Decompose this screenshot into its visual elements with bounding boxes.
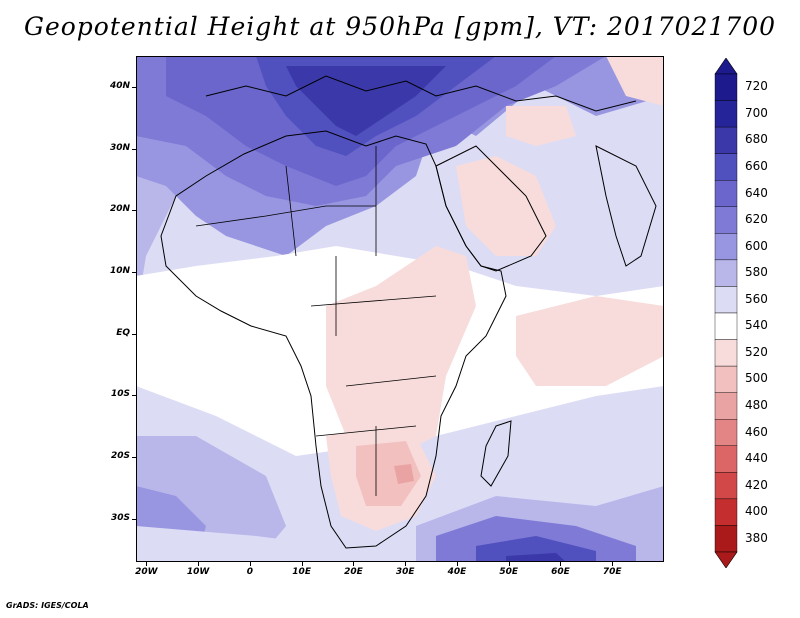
colorbar-segment xyxy=(714,100,738,128)
colorbar-level-label: 620 xyxy=(745,212,768,227)
lon-tick-label: 10W xyxy=(186,567,210,577)
lon-tick xyxy=(353,562,355,566)
colorbar-level-label: 540 xyxy=(745,318,768,333)
lon-tick xyxy=(301,562,303,566)
field-southern-low-500 xyxy=(356,441,421,506)
field-high-band-680 xyxy=(286,66,446,136)
lon-tick-label: 50E xyxy=(499,567,519,577)
lat-tick-label: 30S xyxy=(110,512,130,523)
colorbar-segment xyxy=(714,525,738,553)
footer-credit: GrADS: IGES/COLA xyxy=(6,601,89,610)
field-northeast-low xyxy=(606,56,664,106)
lat-tick-label: EQ xyxy=(116,327,130,338)
colorbar-segment xyxy=(714,472,738,500)
lat-tick-label: 10S xyxy=(110,389,130,400)
lat-tick xyxy=(132,271,136,273)
colorbar-segment xyxy=(714,126,738,154)
colorbar-level-label: 680 xyxy=(745,132,768,147)
field-iran-low xyxy=(506,106,576,146)
lon-tick-label: 70E xyxy=(602,567,622,577)
lat-tick xyxy=(132,395,136,397)
lon-tick-label: 0 xyxy=(246,567,253,577)
colorbar-level-label: 640 xyxy=(745,185,768,200)
colorbar-segment xyxy=(714,419,738,446)
colorbar-segment xyxy=(714,312,738,340)
field-southern-low-480 xyxy=(394,464,414,484)
colorbar-level-label: 480 xyxy=(745,397,768,412)
lat-tick-label: 10N xyxy=(109,265,130,276)
colorbar-segment xyxy=(714,153,738,181)
colorbar-level-label: 500 xyxy=(745,371,768,386)
lon-tick-label: 10E xyxy=(292,567,311,577)
colorbar-segment xyxy=(714,365,738,393)
lat-tick xyxy=(132,86,136,88)
colorbar-level-label: 460 xyxy=(745,424,768,439)
lat-tick-label: 20S xyxy=(110,451,130,462)
geopotential-field xyxy=(136,56,664,562)
colorbar xyxy=(714,58,738,568)
colorbar-segment xyxy=(714,233,738,261)
field-indian-ocean-low xyxy=(516,296,664,386)
field-south-band xyxy=(136,526,366,562)
europe-coastline xyxy=(205,75,637,112)
field-arabia-low xyxy=(456,156,556,256)
colorbar-level-label: 600 xyxy=(745,238,768,253)
country-borders xyxy=(195,146,437,496)
colorbar-level-label: 580 xyxy=(745,265,768,280)
colorbar-level-label: 720 xyxy=(745,79,768,94)
lat-tick xyxy=(132,518,136,520)
field-southern-ocean-660 xyxy=(476,536,596,562)
colorbar-segment xyxy=(714,445,738,473)
lon-tick xyxy=(508,562,510,566)
lon-tick-label: 20W xyxy=(135,567,158,577)
colorbar-segment xyxy=(714,392,738,420)
arabia-coastline xyxy=(435,145,547,272)
colorbar-level-label: 700 xyxy=(745,105,768,120)
colorbar-segment xyxy=(714,286,738,314)
colorbar-segment xyxy=(714,498,738,526)
india-coastline xyxy=(595,145,657,267)
colorbar-bottom-arrow xyxy=(714,551,738,568)
lon-tick xyxy=(198,562,200,566)
lon-tick-label: 20E xyxy=(344,567,363,577)
lon-tick xyxy=(560,562,562,566)
lat-tick xyxy=(132,333,136,335)
lon-tick-label: 60E xyxy=(551,567,570,577)
lon-tick-label: 40E xyxy=(447,567,467,577)
lat-tick-label: 30N xyxy=(109,142,130,153)
colorbar-level-label: 400 xyxy=(745,504,768,519)
colorbar-level-label: 520 xyxy=(745,344,768,359)
lon-tick xyxy=(405,562,407,566)
lat-tick xyxy=(132,210,136,212)
chart-title: Geopotential Height at 950hPa [gpm], VT:… xyxy=(23,12,777,41)
field-southern-ocean-680 xyxy=(506,553,566,562)
colorbar-segment xyxy=(714,259,738,287)
field-central-low xyxy=(326,246,476,456)
lon-tick xyxy=(456,562,458,566)
africa-coastline xyxy=(160,130,507,549)
lon-tick xyxy=(249,562,251,566)
colorbar-level-label: 560 xyxy=(745,291,768,306)
lat-tick xyxy=(132,148,136,150)
lon-tick-label: 30E xyxy=(395,567,415,577)
colorbar-level-label: 440 xyxy=(745,451,768,466)
colorbar-segment xyxy=(714,73,738,101)
lat-tick xyxy=(132,457,136,459)
colorbar-top-arrow xyxy=(714,58,738,75)
map-plot-area xyxy=(136,56,664,562)
colorbar-level-label: 380 xyxy=(745,530,768,545)
lat-tick-label: 20N xyxy=(109,204,130,215)
lon-tick xyxy=(146,562,148,566)
colorbar-segment xyxy=(714,206,738,234)
lat-tick-label: 40N xyxy=(109,80,130,91)
colorbar-segment xyxy=(714,180,738,207)
lon-tick xyxy=(612,562,614,566)
colorbar-level-label: 420 xyxy=(745,477,768,492)
colorbar-level-label: 660 xyxy=(745,158,768,173)
colorbar-segment xyxy=(714,339,738,367)
madagascar-coastline xyxy=(480,420,512,487)
